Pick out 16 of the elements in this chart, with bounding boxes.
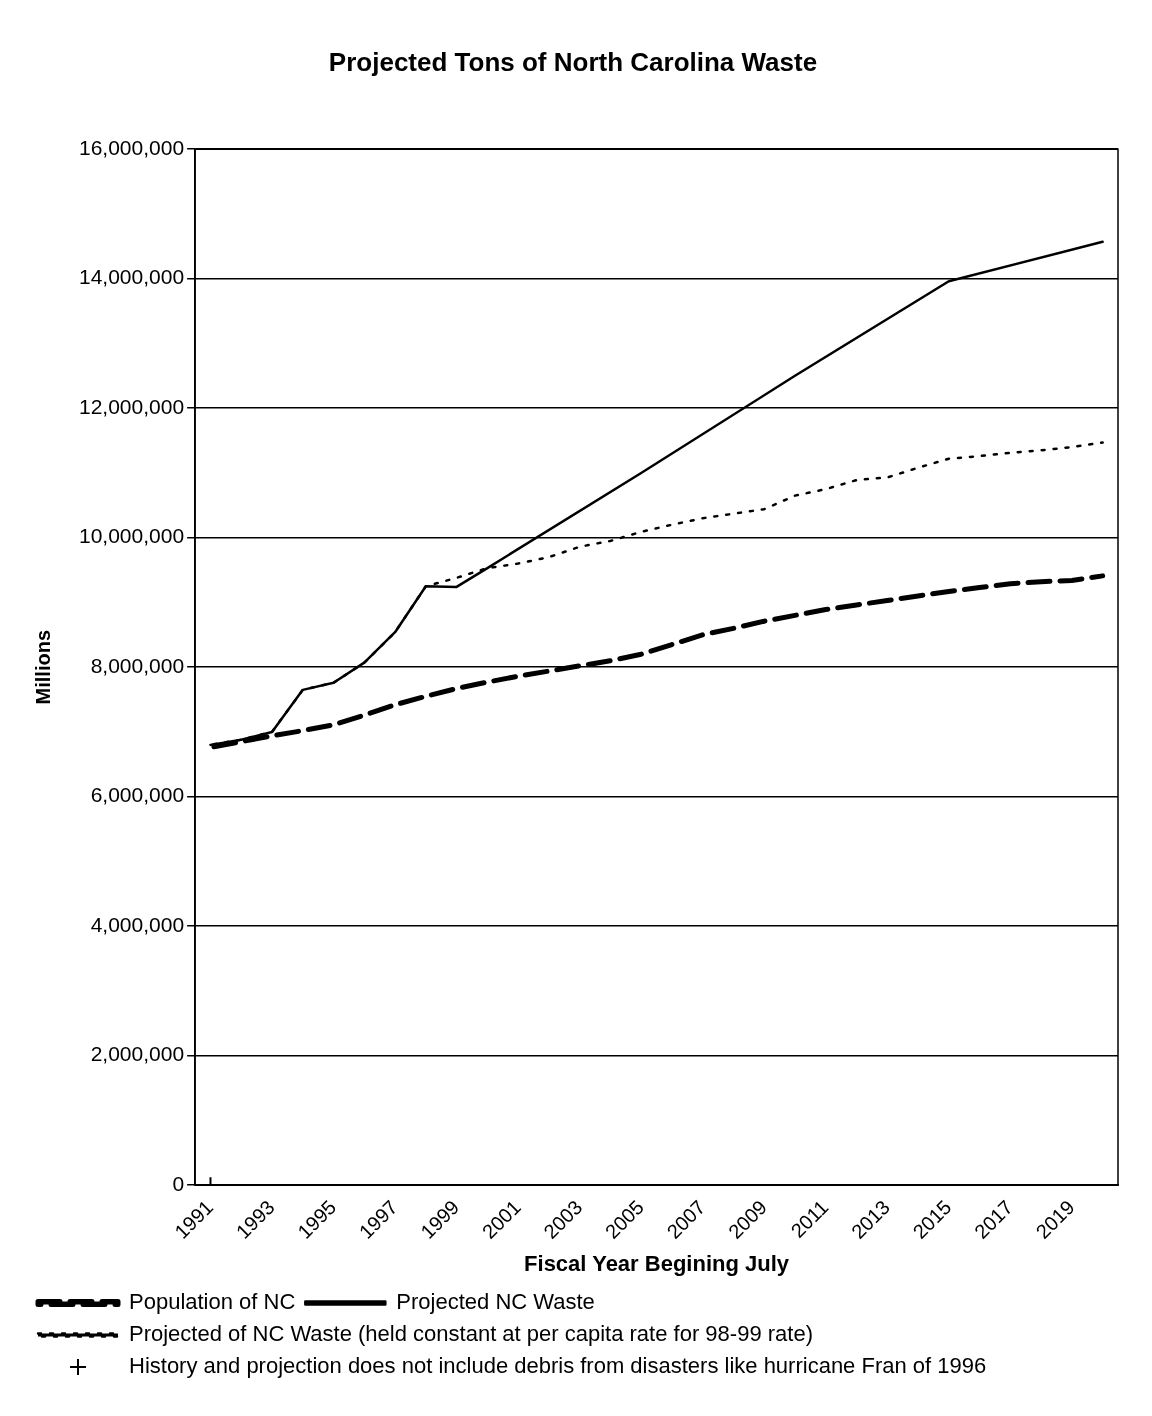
- legend-label: Projected of NC Waste (held constant at per capita rate for 98-99 rate): [129, 1321, 813, 1347]
- y-axis-title: Millions: [31, 629, 54, 705]
- legend-label: History and projection does not include debris from disasters like hurricane Fran of 1996: [129, 1353, 987, 1379]
- legend-label: Projected NC Waste: [396, 1289, 595, 1315]
- y-tick-label: 12,000,000: [78, 394, 185, 418]
- y-tick-label: 0: [172, 1171, 185, 1195]
- y-tick-label: 14,000,000: [78, 265, 185, 289]
- y-tick-label: 16,000,000: [78, 136, 185, 159]
- y-tick-label: 8,000,000: [90, 653, 185, 677]
- y-tick-label: 6,000,000: [90, 783, 185, 807]
- y-tick-label: 4,000,000: [90, 912, 185, 936]
- legend-label: Population of NC: [129, 1289, 296, 1315]
- x-axis-title: Fiscal Year Begining July: [524, 1250, 790, 1276]
- chart-title: Projected Tons of North Carolina Waste: [328, 46, 818, 77]
- y-tick-label: 10,000,000: [78, 524, 185, 548]
- y-tick-label: 2,000,000: [90, 1042, 185, 1066]
